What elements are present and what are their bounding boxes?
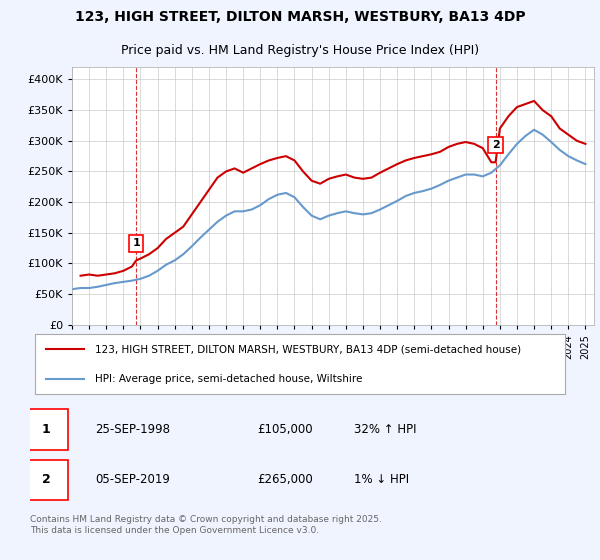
FancyBboxPatch shape [35,334,565,394]
Text: 1% ↓ HPI: 1% ↓ HPI [354,473,409,486]
FancyBboxPatch shape [25,460,68,500]
Text: HPI: Average price, semi-detached house, Wiltshire: HPI: Average price, semi-detached house,… [95,374,362,384]
Text: 1: 1 [42,423,50,436]
Text: Price paid vs. HM Land Registry's House Price Index (HPI): Price paid vs. HM Land Registry's House … [121,44,479,57]
Text: £105,000: £105,000 [257,423,313,436]
Text: 2: 2 [492,140,499,150]
Text: 32% ↑ HPI: 32% ↑ HPI [354,423,416,436]
Text: 25-SEP-1998: 25-SEP-1998 [95,423,170,436]
Text: £265,000: £265,000 [257,473,313,486]
Text: 123, HIGH STREET, DILTON MARSH, WESTBURY, BA13 4DP: 123, HIGH STREET, DILTON MARSH, WESTBURY… [74,10,526,24]
Text: 05-SEP-2019: 05-SEP-2019 [95,473,170,486]
Text: 2: 2 [42,473,50,486]
Text: 1: 1 [133,238,140,248]
Text: 123, HIGH STREET, DILTON MARSH, WESTBURY, BA13 4DP (semi-detached house): 123, HIGH STREET, DILTON MARSH, WESTBURY… [95,344,521,354]
FancyBboxPatch shape [25,409,68,450]
Text: Contains HM Land Registry data © Crown copyright and database right 2025.
This d: Contains HM Land Registry data © Crown c… [30,515,382,535]
